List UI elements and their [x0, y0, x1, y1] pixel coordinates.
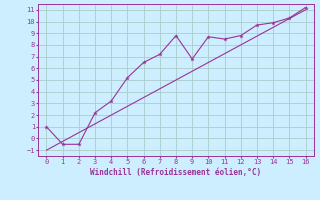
- X-axis label: Windchill (Refroidissement éolien,°C): Windchill (Refroidissement éolien,°C): [91, 168, 261, 177]
